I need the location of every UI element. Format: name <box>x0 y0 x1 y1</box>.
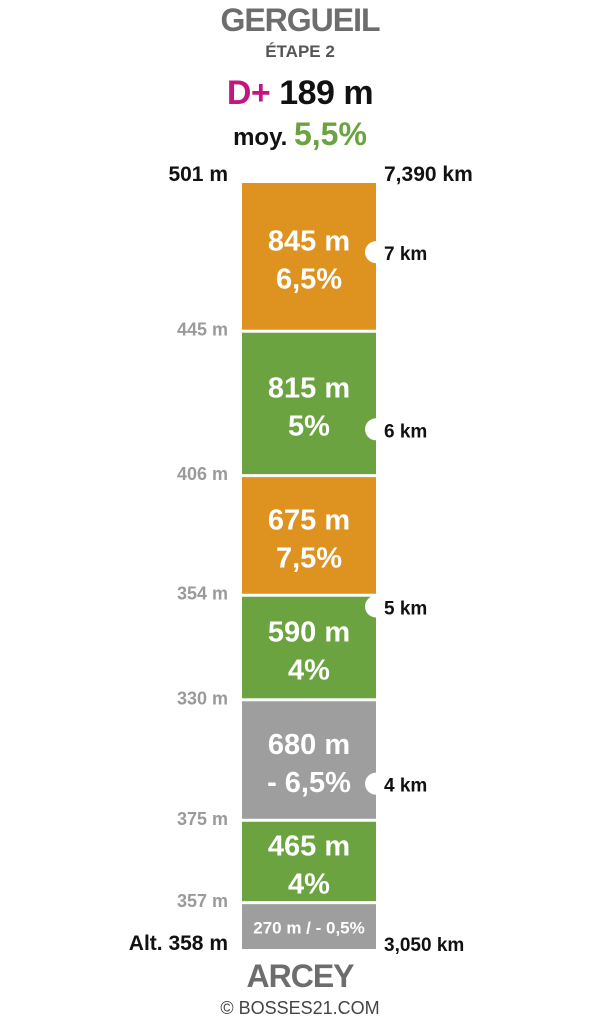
summit-altitude-label: 501 m <box>168 163 228 186</box>
segment-length-label: 590 m <box>268 617 350 649</box>
segment-bar <box>242 596 376 699</box>
segment-bar <box>242 332 376 475</box>
segment-length-label: 675 m <box>268 504 350 536</box>
elevation-gain-label: D+ <box>226 74 271 112</box>
altitude-label: 330 m <box>177 688 228 708</box>
climb-title: GERGUEIL <box>220 2 380 38</box>
segment-length-label: 815 m <box>268 372 350 404</box>
start-town-name: ARCEY <box>246 958 354 994</box>
stage-subtitle: ÉTAPE 2 <box>265 42 335 61</box>
start-distance-label: 3,050 km <box>384 935 464 956</box>
km-marker-label: 4 km <box>384 776 427 797</box>
segment-bar <box>242 183 376 330</box>
segment-bar <box>242 477 376 594</box>
km-marker-notch <box>365 772 387 795</box>
average-grade-value: 5,5% <box>293 116 367 152</box>
km-marker-notch <box>365 241 387 264</box>
segment-length-label: 845 m <box>268 225 350 257</box>
segment-grade-label: 4% <box>288 868 330 900</box>
km-marker-label: 6 km <box>384 421 427 442</box>
km-marker-notch <box>365 418 387 441</box>
segment-bar <box>242 701 376 819</box>
average-grade: moy. 5,5% <box>0 116 600 153</box>
elevation-gain: D+ 189 m <box>0 74 600 113</box>
segment-grade-label: 7,5% <box>276 542 342 574</box>
segment-grade-label: 5% <box>288 410 330 442</box>
copyright-text: © BOSSES21.COM <box>220 998 380 1018</box>
altitude-label: 375 m <box>177 809 228 829</box>
km-marker-label: 7 km <box>384 244 427 265</box>
altitude-label: 445 m <box>177 320 228 340</box>
segment-length-label: 270 m / - 0,5% <box>253 919 365 938</box>
altitude-label: 357 m <box>177 891 228 911</box>
segment-grade-label: 4% <box>288 655 330 687</box>
start-altitude-label: Alt. 358 m <box>129 932 228 955</box>
segment-bar <box>242 821 376 902</box>
average-grade-label: moy. <box>233 124 288 151</box>
segment-length-label: 465 m <box>268 830 350 862</box>
altitude-label: 354 m <box>177 584 228 604</box>
segment-length-label: 680 m <box>268 729 350 761</box>
segment-grade-label: - 6,5% <box>267 767 351 799</box>
segment-grade-label: 6,5% <box>276 263 342 295</box>
segment-bar <box>242 904 376 949</box>
altitude-label: 406 m <box>177 464 228 484</box>
km-marker-notch <box>365 595 387 618</box>
km-marker-label: 5 km <box>384 598 427 619</box>
summit-distance-label: 7,390 km <box>384 163 473 186</box>
elevation-gain-value: 189 m <box>279 74 374 112</box>
